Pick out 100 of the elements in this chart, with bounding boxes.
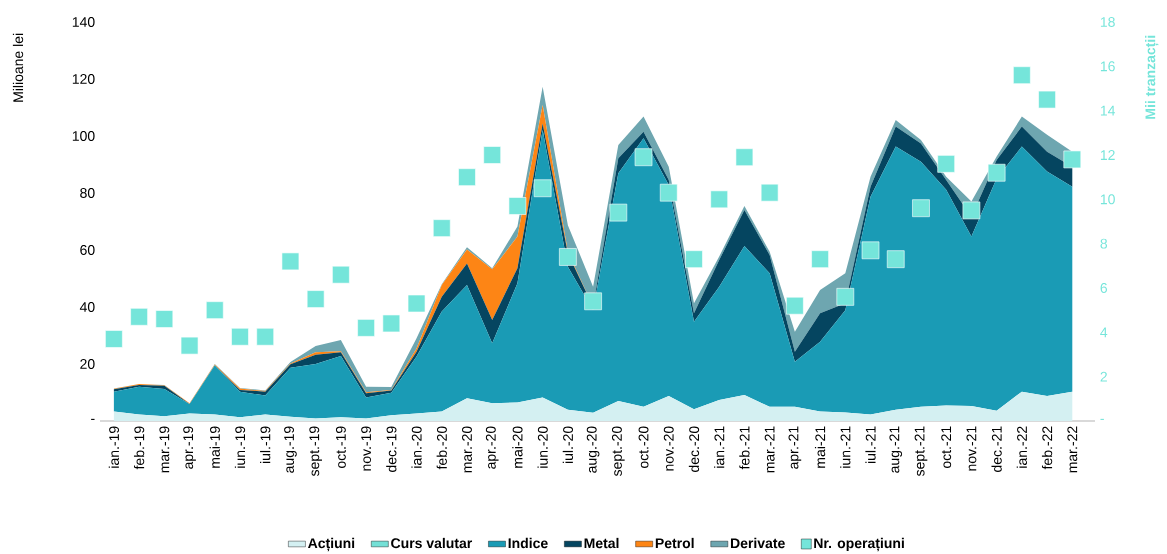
point bbox=[987, 163, 1006, 182]
legend-label: Acțiuni bbox=[307, 537, 355, 552]
x-tick-label: feb.-21 bbox=[739, 426, 750, 470]
point bbox=[1063, 150, 1082, 169]
x-tick-label: nov.-20 bbox=[663, 426, 674, 471]
point bbox=[912, 199, 930, 217]
point bbox=[584, 292, 602, 311]
y2-tick-label: 8 bbox=[1100, 238, 1108, 249]
x-tick-label: dec.-19 bbox=[386, 426, 397, 472]
point bbox=[483, 146, 501, 164]
point bbox=[659, 183, 678, 202]
x-tick-label: feb.-22 bbox=[1041, 426, 1053, 470]
x-tick-label: sept.-21 bbox=[914, 426, 928, 477]
x-tick-label: oct.-19 bbox=[335, 426, 346, 469]
point bbox=[155, 310, 174, 328]
y2-tick-label: 12 bbox=[1100, 150, 1115, 160]
legend-label: Nr. operațiuni bbox=[814, 537, 904, 552]
point bbox=[937, 155, 955, 173]
point bbox=[508, 197, 527, 215]
x-tick-label: mar.-21 bbox=[764, 426, 775, 473]
point bbox=[458, 168, 476, 186]
x-tick-label: ian.-21 bbox=[714, 426, 725, 468]
point bbox=[559, 248, 577, 266]
x-tick-label: mai-21 bbox=[814, 426, 826, 468]
x-tick-label: apr.-20 bbox=[485, 426, 499, 469]
point bbox=[634, 148, 653, 167]
x-tick-label: mar.-22 bbox=[1067, 426, 1078, 473]
y-tick-label: 20 bbox=[80, 359, 95, 369]
point bbox=[735, 148, 754, 167]
point bbox=[861, 241, 880, 260]
point bbox=[306, 290, 325, 308]
legend-label: Metal bbox=[584, 537, 619, 549]
legend-label: Petrol bbox=[655, 537, 694, 549]
y2-axis-title: Mii tranzacții bbox=[1145, 35, 1159, 119]
x-tick-label: mar.-19 bbox=[159, 426, 170, 473]
point bbox=[811, 250, 829, 268]
x-tick-label: sept.-19 bbox=[309, 426, 322, 477]
y-tick-label: 40 bbox=[79, 302, 95, 312]
x-tick-label: dec.-20 bbox=[688, 426, 700, 472]
point bbox=[130, 308, 148, 326]
x-tick-label: iun.-20 bbox=[537, 426, 548, 468]
point bbox=[231, 327, 249, 346]
x-tick-label: iul.-21 bbox=[865, 426, 876, 464]
point bbox=[836, 288, 855, 306]
y-tick-label: 80 bbox=[80, 188, 95, 198]
x-tick-label: feb.-19 bbox=[133, 426, 145, 470]
point bbox=[281, 252, 300, 271]
point bbox=[685, 250, 703, 268]
point bbox=[760, 183, 779, 202]
x-tick-label: nov.-21 bbox=[966, 426, 977, 471]
x-tick-label: feb.-20 bbox=[436, 426, 447, 470]
x-tick-label: ian.-19 bbox=[108, 426, 120, 468]
point bbox=[1038, 90, 1056, 109]
point bbox=[609, 203, 628, 222]
y2-tick-label: 18 bbox=[1100, 17, 1115, 27]
x-tick-label: aug.-19 bbox=[284, 426, 297, 473]
point bbox=[382, 314, 401, 333]
x-tick-label: apr.-21 bbox=[788, 426, 802, 469]
y-axis-title: Milioane lei bbox=[12, 33, 24, 102]
x-tick-label: aug.-20 bbox=[586, 426, 600, 473]
point bbox=[710, 190, 728, 209]
x-tick-label: oct.-21 bbox=[941, 426, 952, 469]
legend-label: Derivate bbox=[730, 537, 785, 549]
y2-tick-label: - bbox=[1100, 418, 1104, 420]
point bbox=[407, 294, 426, 313]
x-tick-label: mai-20 bbox=[512, 426, 523, 468]
point bbox=[205, 301, 224, 319]
y2-tick-label: 4 bbox=[1100, 327, 1108, 338]
x-tick-label: apr.-19 bbox=[183, 426, 196, 469]
point bbox=[105, 330, 123, 348]
x-tick-label: iun.-19 bbox=[234, 426, 246, 468]
y-tick-label: - bbox=[91, 418, 95, 420]
point bbox=[332, 265, 350, 284]
x-tick-label: sept.-20 bbox=[611, 426, 625, 477]
x-tick-label: aug.-21 bbox=[889, 426, 903, 473]
y-tick-label: 120 bbox=[72, 74, 95, 84]
point bbox=[180, 336, 199, 355]
y2-tick-label: 2 bbox=[1100, 371, 1107, 382]
x-tick-label: dec.-21 bbox=[991, 426, 1002, 472]
y2-tick-label: 16 bbox=[1100, 61, 1115, 72]
point bbox=[256, 327, 275, 346]
point bbox=[357, 319, 375, 337]
point bbox=[962, 201, 981, 220]
point bbox=[1013, 66, 1031, 84]
point bbox=[533, 179, 552, 198]
x-tick-label: iul.-20 bbox=[562, 426, 574, 464]
x-tick-label: mai-19 bbox=[209, 426, 220, 468]
x-tick-label: ian.-22 bbox=[1016, 426, 1027, 468]
legend-label: Curs valutar bbox=[391, 537, 473, 549]
y-tick-label: 100 bbox=[72, 131, 95, 141]
x-tick-label: oct.-20 bbox=[638, 426, 649, 469]
x-tick-label: ian.-20 bbox=[411, 426, 422, 468]
y2-tick-label: 10 bbox=[1100, 194, 1115, 205]
point bbox=[786, 296, 804, 315]
y-tick-label: 140 bbox=[72, 17, 95, 27]
point bbox=[886, 250, 905, 268]
x-tick-label: nov.-19 bbox=[361, 426, 372, 471]
x-tick-label: mar.-20 bbox=[462, 426, 472, 473]
legend-label: Indice bbox=[508, 537, 548, 549]
y2-tick-label: 6 bbox=[1100, 283, 1108, 293]
